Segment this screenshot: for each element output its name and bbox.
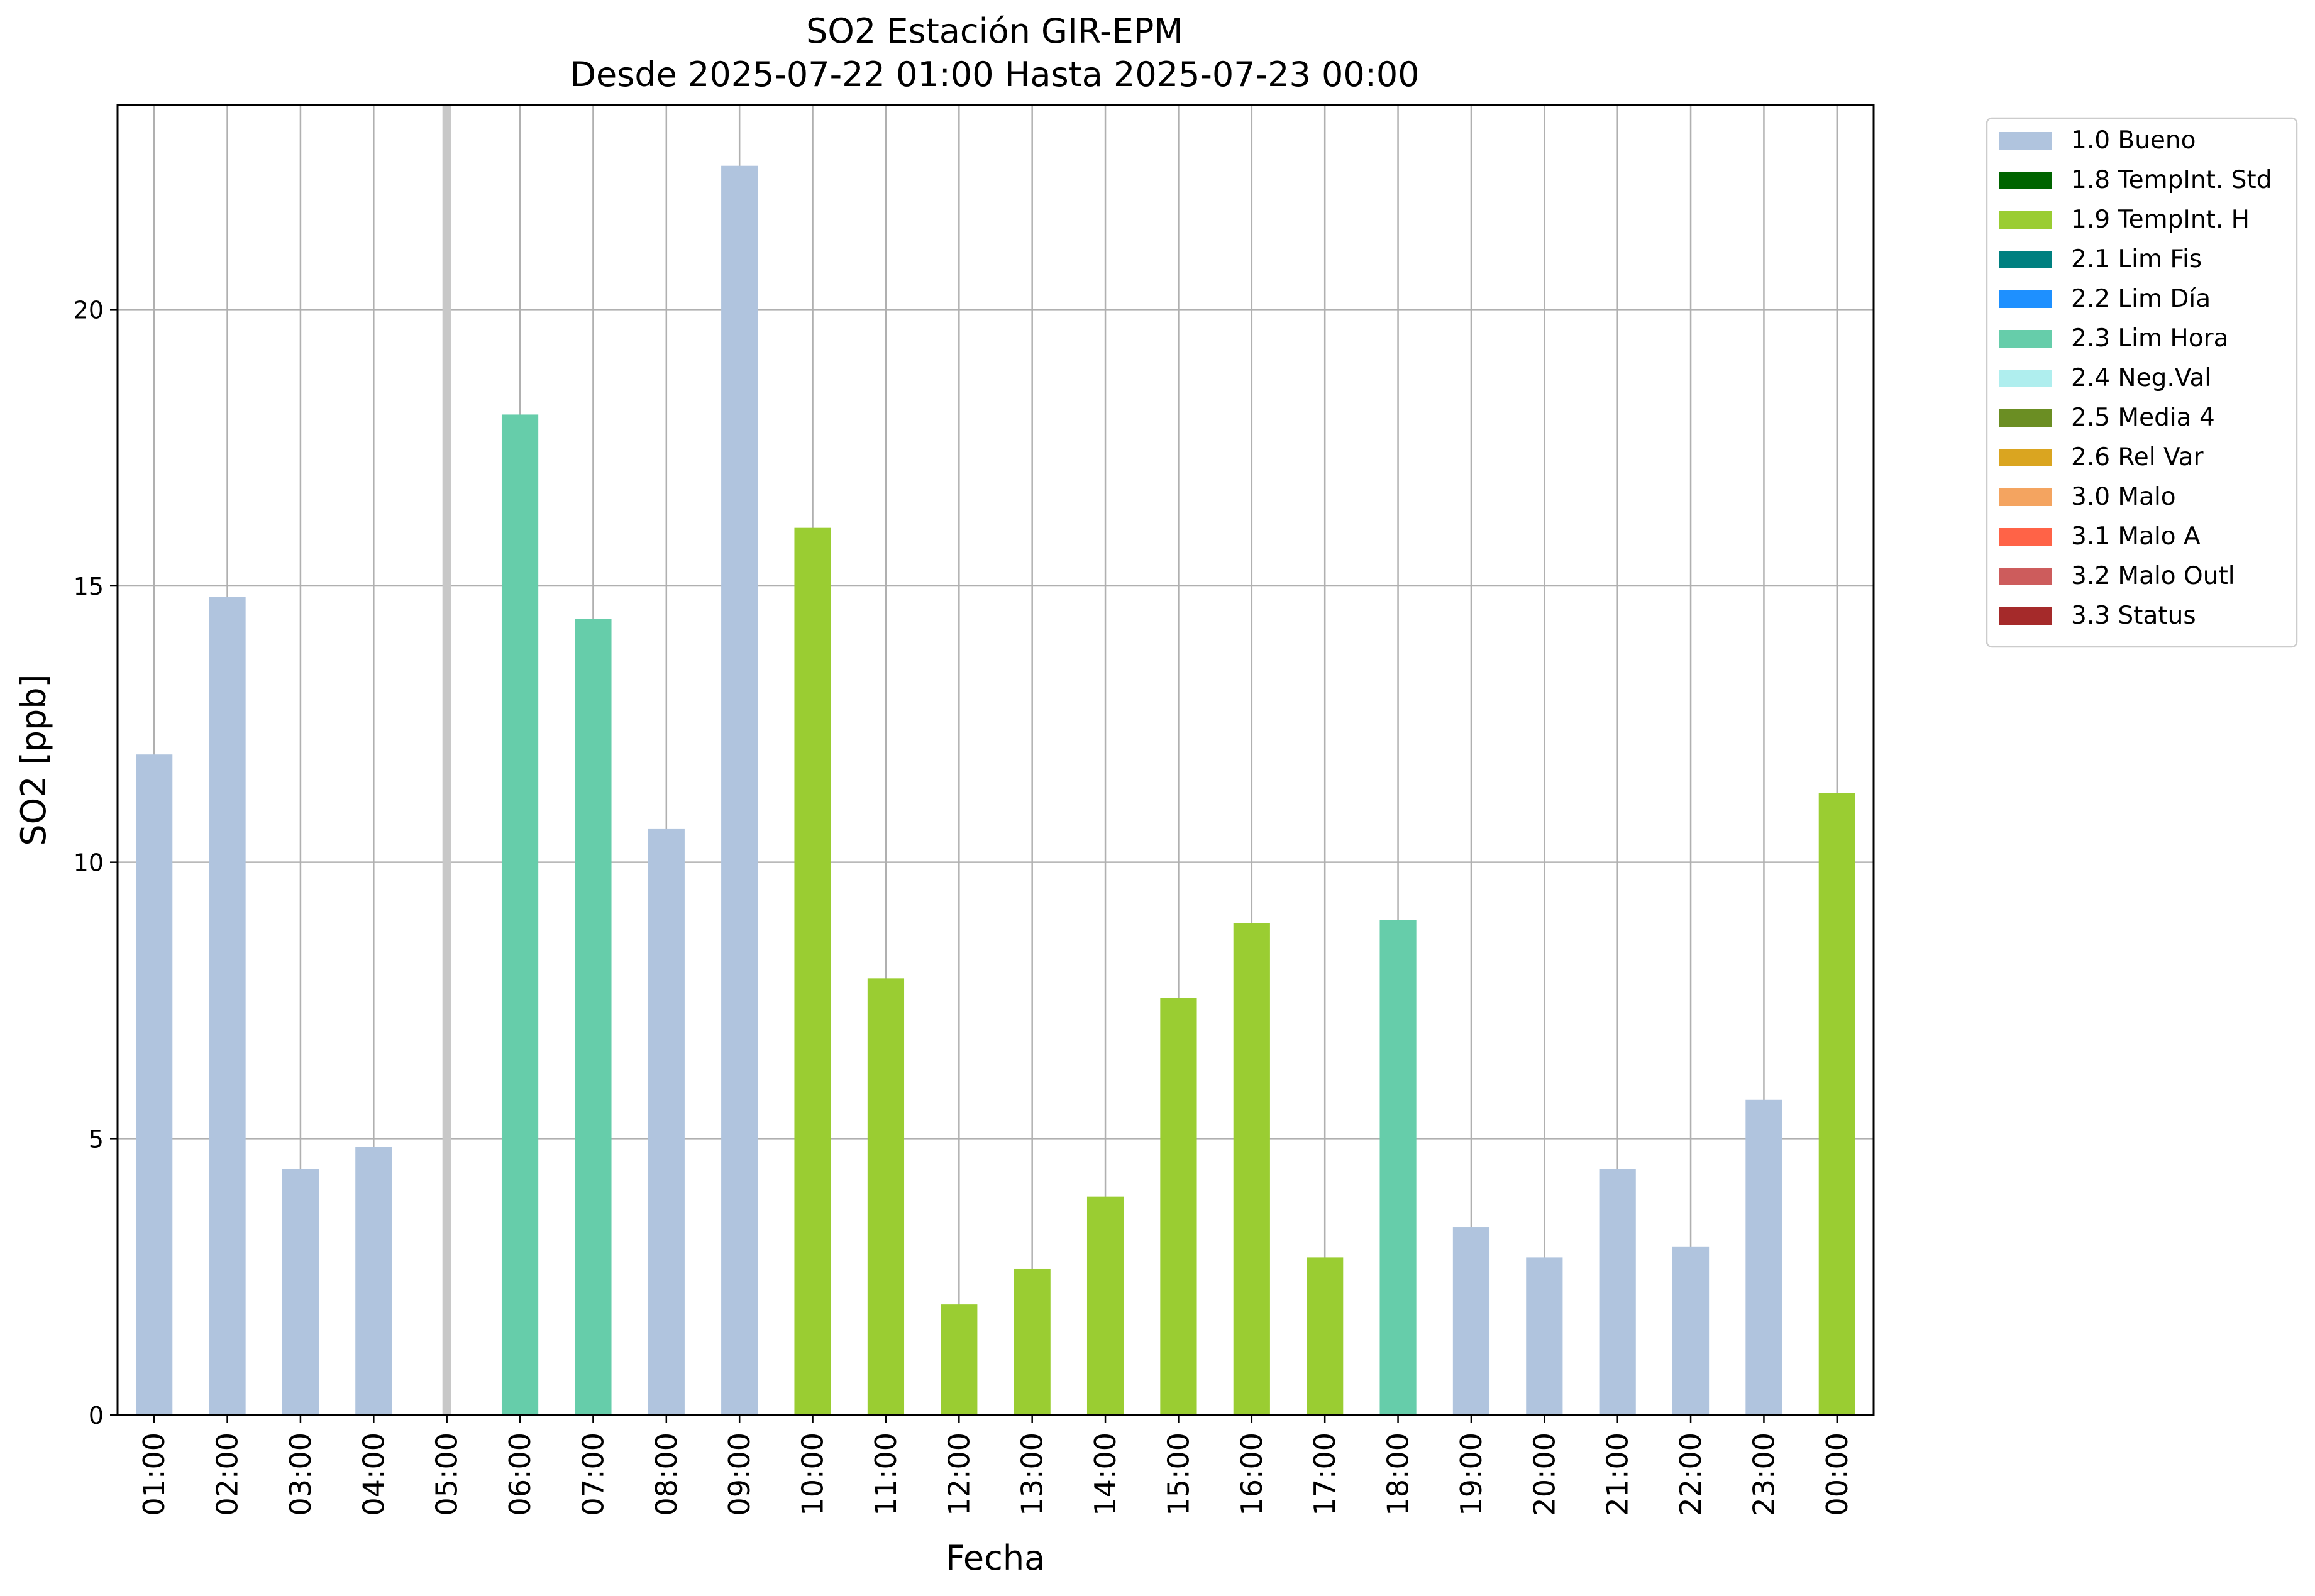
legend-swatch — [1999, 251, 2052, 268]
x-tick-label: 19:00 — [1454, 1433, 1488, 1516]
legend-swatch — [1999, 172, 2052, 189]
legend-swatch — [1999, 211, 2052, 229]
bar-0100 — [136, 754, 173, 1415]
legend: 1.0 Bueno 1.8 TempInt. Std 1.9 TempInt. H 2… — [1986, 117, 2298, 648]
bar-1600 — [1233, 923, 1270, 1415]
x-tick-label: 13:00 — [1015, 1433, 1049, 1516]
legend-box — [1986, 117, 2298, 648]
legend-item-label: 3.1 Malo A — [2071, 522, 2201, 551]
x-tick-label: 16:00 — [1235, 1433, 1269, 1516]
legend-swatch — [1999, 370, 2052, 387]
legend-swatch — [1999, 607, 2052, 625]
legend-item-label: 2.5 Media 4 — [2071, 404, 2215, 432]
legend-item-label: 1.8 TempInt. Std — [2071, 166, 2272, 194]
legend-swatch — [1999, 488, 2052, 506]
legend-item-label: 2.2 Lim Día — [2071, 285, 2211, 313]
y-tick-label: 10 — [74, 849, 104, 877]
x-tick-label: 12:00 — [942, 1433, 976, 1516]
x-tick-label: 14:00 — [1088, 1433, 1122, 1516]
legend-swatch — [1999, 568, 2052, 585]
legend-item-label: 2.1 Lim Fis — [2071, 245, 2202, 273]
bar-1200 — [941, 1304, 978, 1415]
bar-1800 — [1379, 920, 1417, 1415]
legend-item-label: 2.6 Rel Var — [2071, 443, 2204, 471]
bar-0000 — [1818, 793, 1855, 1415]
x-tick-label: 00:00 — [1820, 1433, 1854, 1516]
plot-frame — [116, 104, 1875, 1416]
legend-item-label: 1.9 TempInt. H — [2071, 206, 2250, 234]
x-tick-label: 17:00 — [1308, 1433, 1342, 1516]
x-tick-label: 11:00 — [869, 1433, 903, 1516]
bar-0800 — [648, 828, 685, 1415]
x-axis-label: Fecha — [946, 1538, 1045, 1578]
legend-item-label: 2.3 Lim Hora — [2071, 324, 2229, 353]
x-tick-label: 02:00 — [211, 1433, 245, 1516]
legend-item-label: 3.0 Malo — [2071, 483, 2176, 511]
bar-0200 — [209, 597, 246, 1416]
bar-2200 — [1672, 1246, 1710, 1415]
x-tick-label: 07:00 — [576, 1433, 610, 1516]
x-tick-label: 21:00 — [1601, 1433, 1635, 1516]
x-axis: 01:00 02:00 03:00 04:00 05:00 06:00 07:00 08:00… — [137, 1415, 1854, 1516]
x-tick-label: 10:00 — [796, 1433, 830, 1516]
legend-swatch — [1999, 290, 2052, 308]
bar-1100 — [867, 978, 905, 1415]
bar-2100 — [1599, 1169, 1636, 1415]
bar-1300 — [1014, 1268, 1051, 1415]
bar-1000 — [794, 527, 831, 1415]
bar-2000 — [1526, 1257, 1563, 1415]
legend-item-label: 3.3 Status — [2071, 602, 2196, 630]
x-tick-label: 04:00 — [356, 1433, 390, 1516]
chart-subtitle: Desde 2025-07-22 01:00 Hasta 2025-07-23 … — [570, 55, 1419, 94]
x-tick-label: 03:00 — [284, 1433, 318, 1516]
bar-1500 — [1160, 998, 1197, 1415]
legend-swatch — [1999, 132, 2052, 150]
x-tick-label: 08:00 — [649, 1433, 683, 1516]
x-tick-label: 15:00 — [1161, 1433, 1195, 1516]
legend-swatch — [1999, 449, 2052, 466]
bars-layer — [136, 105, 1855, 1416]
y-tick-label: 20 — [74, 296, 104, 324]
y-tick-label: 15 — [74, 573, 104, 600]
x-tick-label: 23:00 — [1747, 1433, 1781, 1516]
legend-item-label: 2.4 Neg.Val — [2071, 364, 2211, 392]
legend-swatch — [1999, 409, 2052, 427]
y-axis: 0 5 10 15 20 — [74, 296, 118, 1429]
bar-1700 — [1307, 1257, 1344, 1415]
x-tick-label: 20:00 — [1527, 1433, 1561, 1516]
bar-2300 — [1745, 1099, 1782, 1415]
bar-0600 — [501, 414, 539, 1416]
bar-1400 — [1086, 1196, 1124, 1415]
missing-data-marker — [442, 105, 451, 1415]
bar-0300 — [282, 1169, 319, 1415]
bar-0700 — [575, 619, 612, 1415]
x-tick-label: 22:00 — [1674, 1433, 1708, 1516]
x-tick-label: 05:00 — [430, 1433, 464, 1516]
bar-0400 — [355, 1147, 392, 1415]
y-tick-label: 5 — [89, 1125, 104, 1153]
legend-swatch — [1999, 330, 2052, 348]
bar-1900 — [1452, 1227, 1490, 1415]
legend-item-label: 1.0 Bueno — [2071, 126, 2196, 155]
x-tick-label: 06:00 — [503, 1433, 537, 1516]
y-axis-label: SO2 [ppb] — [14, 674, 53, 845]
x-tick-label: 09:00 — [722, 1433, 756, 1516]
x-tick-label: 01:00 — [137, 1433, 171, 1516]
y-tick-label: 0 — [89, 1402, 104, 1429]
bar-0900 — [721, 165, 758, 1416]
legend-swatch — [1999, 528, 2052, 546]
legend-item-label: 3.2 Malo Outl — [2071, 562, 2235, 590]
x-tick-label: 18:00 — [1381, 1433, 1415, 1516]
chart-title: SO2 Estación GIR-EPM — [806, 11, 1183, 51]
